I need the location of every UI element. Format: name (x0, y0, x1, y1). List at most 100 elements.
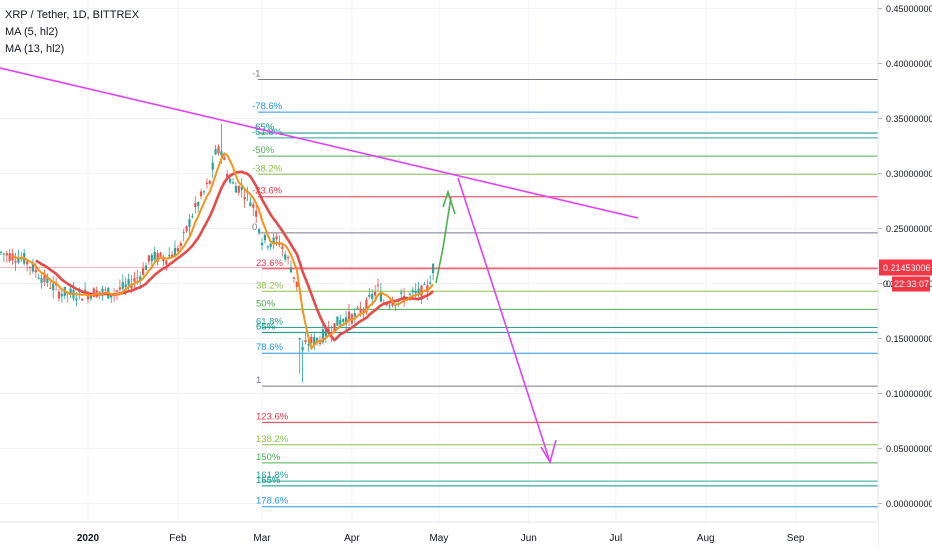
time-axis[interactable]: 2020 Feb Mar Apr May Jun Jul Aug Sep (77, 533, 805, 544)
candle-body (240, 186, 243, 190)
grid (0, 0, 878, 522)
fib-level-label: 178.6% (256, 496, 289, 507)
candle-body (316, 337, 319, 342)
price-tick-label: 0.00000000 (886, 499, 932, 509)
candle-body (81, 298, 84, 301)
countdown-value: 22:33:07 (894, 279, 929, 289)
candle-body (391, 302, 394, 306)
candle-body (414, 290, 417, 294)
candle-body (217, 146, 220, 154)
candle-body (136, 277, 139, 279)
candle-body (260, 242, 264, 246)
candle-body (292, 277, 295, 279)
candle-body (298, 337, 301, 340)
candle-body (342, 319, 345, 322)
candle-body (17, 258, 20, 263)
candle-body (188, 219, 191, 228)
candle-body (185, 226, 188, 232)
candle-body (208, 180, 211, 184)
candle-body (52, 283, 55, 291)
candle-body (191, 216, 194, 218)
chart-legend: XRP / Tether, 1D, BITTREX MA (5, hl2) MA… (5, 7, 139, 58)
fib-level-label: 50% (256, 298, 276, 309)
fib-level-label: 23.6% (256, 258, 283, 269)
indicator-ma-13[interactable]: MA (13, hl2) (5, 43, 65, 55)
candle-body (379, 291, 382, 302)
projection-down-arrowhead (540, 439, 557, 465)
fib-level-label: 78.6% (256, 342, 283, 353)
candle-body (356, 307, 359, 309)
candle-body (220, 151, 223, 156)
time-tick-label: May (429, 533, 448, 544)
candle-body (26, 261, 29, 265)
indicator-ma-5[interactable]: MA (5, hl2) (5, 26, 59, 38)
candle-body (49, 287, 52, 289)
time-axis-background[interactable] (0, 522, 878, 550)
candle-body (115, 290, 119, 292)
fib-level-label: 0 (252, 222, 257, 233)
candle-body (197, 202, 200, 207)
candle-body (321, 329, 324, 343)
candle-body (281, 246, 284, 249)
candle-body (324, 327, 327, 337)
candle-body (304, 340, 307, 343)
countdown-badge (892, 276, 930, 292)
candles (0, 124, 435, 383)
time-tick-label: Feb (169, 533, 187, 544)
candle-body (275, 236, 278, 240)
candle-body (327, 328, 330, 332)
candle-body (226, 173, 229, 179)
fib-level-label: 123.6% (256, 411, 289, 422)
candle-body (200, 191, 203, 197)
candle-body (150, 255, 153, 262)
candle-body (263, 234, 266, 241)
candle-body (8, 253, 11, 261)
candle-body (426, 285, 429, 292)
price-tick-label: 0.35000000 (886, 114, 932, 124)
candle-body (408, 293, 411, 295)
candle-body (142, 268, 145, 275)
moving-averages (12, 152, 434, 350)
fib-level-label: 161.8% (256, 470, 289, 481)
candle-body (284, 254, 287, 260)
last-price-value: 0.21453006 (883, 263, 931, 273)
candle-body (310, 336, 313, 343)
fib-level-label: 1 (256, 375, 261, 386)
candle-body (156, 253, 159, 262)
candle-body (5, 253, 8, 256)
drawings[interactable] (0, 67, 639, 465)
candle-body (255, 210, 258, 217)
candle-body (214, 148, 217, 155)
candle-body (37, 277, 40, 279)
candle-body (159, 252, 162, 257)
candle-body (429, 282, 432, 284)
candle-body (75, 298, 78, 301)
candle-body (147, 255, 150, 262)
fib-level-label: -65% (252, 122, 275, 133)
candle-body (171, 254, 174, 258)
candle-body (124, 284, 127, 288)
candle-body (411, 290, 414, 293)
candle-body (252, 204, 255, 208)
candle-body (371, 294, 374, 299)
candle-body (374, 292, 377, 296)
candle-body (339, 320, 342, 325)
time-tick-label: Apr (344, 533, 360, 544)
projection-down-arrow (457, 177, 551, 463)
resistance-trendline (0, 67, 639, 219)
candle-body (173, 247, 177, 256)
candle-body (162, 258, 165, 262)
candle-body (55, 284, 58, 286)
candle-body (118, 287, 121, 290)
fib-level-label: 38.2% (256, 280, 283, 291)
symbol-title[interactable]: XRP / Tether, 1D, BITTREX (5, 9, 140, 21)
fib-level-label: 165% (256, 475, 281, 486)
candle-body (40, 278, 43, 283)
candle-body (295, 281, 298, 287)
candle-body (14, 261, 17, 263)
candle-body (179, 243, 182, 247)
fibonacci-levels[interactable]: -1 -78.6% -65%-61.8% -50% -38.2% -23.6% 0 23.6%… (252, 68, 878, 508)
candle-body (359, 308, 362, 314)
candle-body (223, 157, 226, 160)
